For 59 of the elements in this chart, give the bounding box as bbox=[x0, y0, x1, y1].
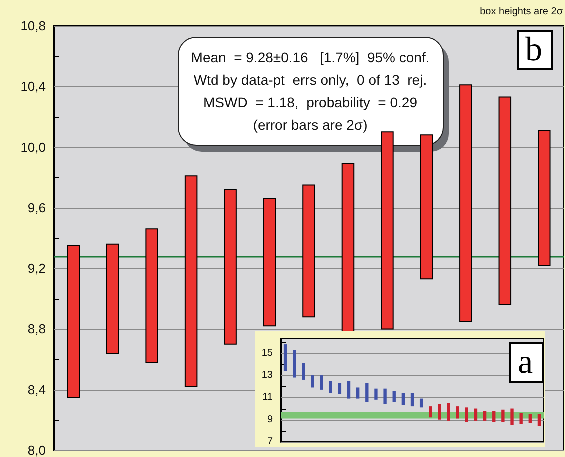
annotation: b bbox=[526, 32, 542, 68]
bar bbox=[311, 376, 314, 388]
bar bbox=[420, 134, 434, 280]
bar bbox=[224, 189, 237, 345]
bar bbox=[402, 393, 406, 406]
bar bbox=[146, 228, 158, 364]
bar bbox=[263, 198, 276, 327]
bar bbox=[447, 403, 450, 421]
bar bbox=[502, 410, 505, 422]
bar bbox=[456, 406, 460, 419]
bar bbox=[384, 388, 387, 404]
bar bbox=[381, 132, 394, 330]
bar bbox=[366, 383, 369, 402]
bar bbox=[492, 410, 496, 422]
y-tick-label: 10,8 bbox=[20, 18, 46, 34]
bar bbox=[302, 184, 316, 318]
bar bbox=[392, 391, 396, 402]
y-tick-label: 15 bbox=[262, 348, 274, 359]
bar bbox=[320, 376, 324, 390]
bar bbox=[342, 163, 355, 333]
y-tick-label: 11 bbox=[262, 392, 274, 404]
bar bbox=[538, 414, 542, 426]
bar bbox=[429, 406, 432, 418]
bar bbox=[347, 381, 351, 399]
bar bbox=[338, 383, 342, 394]
bar bbox=[520, 413, 523, 424]
bar bbox=[528, 414, 532, 424]
bar bbox=[374, 388, 378, 400]
bar bbox=[420, 398, 424, 408]
y-tick-label: 10,4 bbox=[20, 79, 46, 94]
bar bbox=[498, 96, 512, 306]
annotation: a bbox=[518, 344, 534, 381]
bar bbox=[106, 244, 120, 354]
bar bbox=[474, 408, 478, 421]
y-tick-label: 9,6 bbox=[28, 200, 46, 216]
bar bbox=[356, 388, 360, 399]
y-tick-label: 10,0 bbox=[20, 140, 46, 155]
y-tick-label: 7 bbox=[267, 436, 274, 448]
bar bbox=[483, 410, 487, 421]
bar bbox=[510, 408, 514, 426]
bar bbox=[465, 408, 468, 422]
y-tick-label: 9,2 bbox=[28, 261, 46, 276]
bar bbox=[302, 363, 306, 380]
bar bbox=[284, 344, 288, 372]
y-tick-label: 8,8 bbox=[28, 322, 46, 337]
y-tick-label: 9 bbox=[267, 414, 274, 426]
bar bbox=[460, 84, 472, 322]
y-tick-label: 13 bbox=[262, 370, 274, 382]
y-tick-label: 8,0 bbox=[28, 443, 46, 457]
bar bbox=[410, 393, 414, 407]
bar bbox=[329, 381, 332, 394]
bar bbox=[438, 404, 442, 420]
bar bbox=[67, 245, 80, 398]
annotation: Mean = 9.28±0.16 [1.7%] 95% conf. Wtd by data-pt errs only, 0 of 13 rej. MSWD = 1.18, probability = 0.29 (error bars are 2σ) bbox=[191, 49, 430, 133]
y-tick-label: 8,4 bbox=[28, 382, 46, 398]
bar bbox=[184, 176, 198, 388]
text: box heights are 2σ bbox=[480, 6, 564, 18]
bar bbox=[293, 350, 296, 378]
bar bbox=[538, 130, 551, 266]
